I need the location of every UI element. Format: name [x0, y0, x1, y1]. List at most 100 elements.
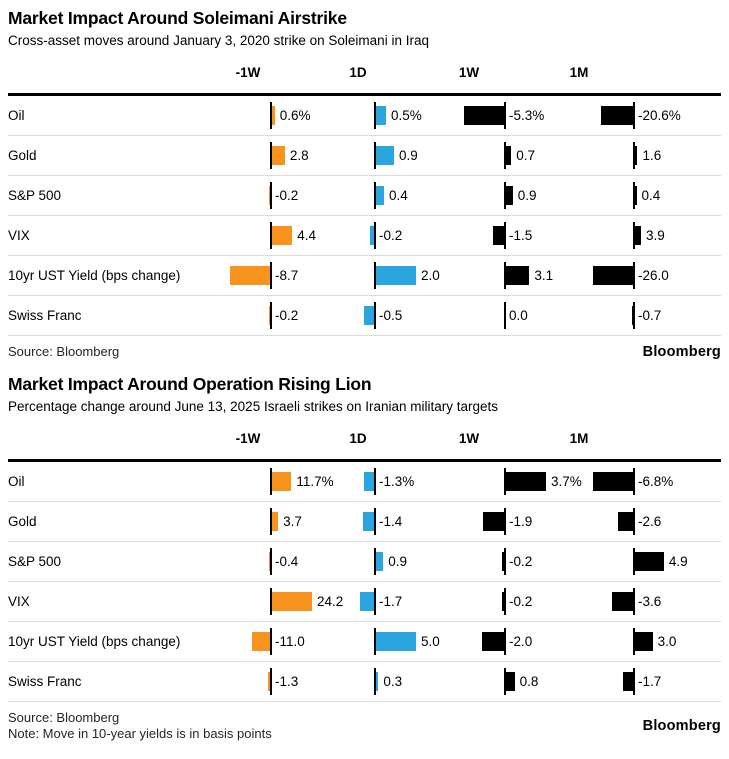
- zero-baseline-tick: [633, 182, 635, 209]
- asset-row-vix: VIX 24.2 -1.7 -0.2 -3.6: [8, 582, 721, 622]
- asset-row-gold: Gold 3.7 -1.4 -1.9 -2.6: [8, 502, 721, 542]
- zero-baseline-tick: [633, 467, 635, 495]
- value-label: 2.0: [421, 268, 440, 283]
- column-headers: -1W 1D 1W 1M: [8, 65, 721, 82]
- value-label: -1.7: [638, 673, 662, 689]
- value-label: -11.0: [275, 633, 305, 649]
- value-bar: [272, 471, 292, 491]
- value-label: -0.2: [275, 308, 299, 323]
- value-label: 0.7: [516, 148, 536, 163]
- row-label: VIX: [8, 593, 30, 609]
- row-label: 10yr UST Yield (bps change): [8, 268, 181, 283]
- asset-row-oil: Oil 11.7% -1.3% 3.7% -6.8%: [8, 462, 721, 502]
- column-header-1m: 1M: [569, 65, 589, 80]
- column-headers: -1W 1D 1W 1M: [8, 431, 721, 448]
- zero-baseline-tick: [270, 262, 272, 289]
- value-bar: [230, 266, 270, 285]
- asset-row-s-p-500: S&P 500 -0.2 0.4 0.9 0.4: [8, 176, 721, 216]
- value-bar: [267, 671, 270, 691]
- chart-subtitle: Percentage change around June 13, 2025 I…: [8, 398, 499, 414]
- value-label: -8.7: [275, 268, 299, 283]
- value-bar: [593, 266, 633, 285]
- value-label: 3.7%: [551, 473, 582, 489]
- value-bar: [272, 511, 279, 531]
- header-rule: [8, 93, 721, 96]
- zero-baseline-tick: [374, 587, 376, 615]
- value-label: -0.2: [379, 228, 403, 243]
- row-label: S&P 500: [8, 553, 62, 569]
- value-label: 0.3: [383, 673, 403, 689]
- value-label: -2.0: [509, 633, 533, 649]
- zero-baseline-tick: [374, 467, 376, 495]
- value-label: 0.9: [399, 148, 418, 163]
- value-label: 4.9: [668, 553, 688, 569]
- column-header-1w: -1W: [235, 65, 261, 80]
- zero-baseline-tick: [270, 667, 272, 695]
- value-bar: [635, 631, 653, 651]
- zero-baseline-tick: [633, 547, 635, 575]
- value-label: 2.8: [289, 148, 309, 163]
- zero-baseline-tick: [504, 102, 506, 129]
- zero-baseline-tick: [633, 142, 635, 169]
- value-label: 24.2: [317, 593, 344, 609]
- value-bar: [635, 186, 637, 205]
- zero-baseline-tick: [633, 102, 635, 129]
- value-bar: [501, 551, 504, 571]
- column-header-1w: 1W: [458, 430, 480, 446]
- value-bar: [376, 106, 386, 125]
- row-label: Oil: [8, 473, 25, 489]
- column-header-1w: -1W: [235, 430, 261, 446]
- zero-baseline-tick: [633, 507, 635, 535]
- chart-rows: Oil 11.7% -1.3% 3.7% -6.8% Gold 3.7 -1.4 -1.9 -2.…: [8, 462, 721, 702]
- value-label: -1.5: [509, 228, 533, 243]
- value-bar: [370, 226, 374, 245]
- value-label: -0.7: [638, 308, 662, 323]
- row-label: 10yr UST Yield (bps change): [8, 633, 181, 649]
- chart-rows: Oil 0.6% 0.5% -5.3% -20.6% Gold 2.8 0.9 0.7 1.6 S&…: [8, 96, 721, 336]
- value-bar: [617, 511, 633, 531]
- zero-baseline-tick: [270, 222, 272, 249]
- source-line: Source: Bloomberg: [8, 709, 120, 725]
- value-bar: [272, 591, 312, 611]
- zero-baseline-tick: [504, 547, 506, 575]
- value-label: -1.3: [275, 673, 299, 689]
- zero-baseline-tick: [270, 507, 272, 535]
- zero-baseline-tick: [270, 627, 272, 655]
- value-label: -1.9: [509, 513, 533, 529]
- value-bar: [623, 671, 633, 691]
- value-label: 0.4: [641, 188, 661, 203]
- value-bar: [360, 591, 374, 611]
- value-bar: [268, 551, 270, 571]
- zero-baseline-tick: [504, 262, 506, 289]
- value-label: 3.7: [283, 513, 302, 529]
- zero-baseline-tick: [504, 467, 506, 495]
- value-label: -0.2: [275, 188, 299, 203]
- asset-row-oil: Oil 0.6% 0.5% -5.3% -20.6%: [8, 96, 721, 136]
- zero-baseline-tick: [633, 667, 635, 695]
- asset-row-gold: Gold 2.8 0.9 0.7 1.6: [8, 136, 721, 176]
- value-bar: [364, 306, 374, 325]
- value-label: 0.9: [517, 188, 537, 203]
- asset-row-10yr-ust-yield-bps-change: 10yr UST Yield (bps change) -11.0 5.0 -2.0 3…: [8, 622, 721, 662]
- value-label: 0.0: [509, 308, 528, 323]
- value-bar: [635, 226, 641, 245]
- value-bar: [362, 511, 374, 531]
- value-label: 3.9: [646, 228, 665, 243]
- value-label: 1.6: [642, 148, 662, 163]
- value-label: 11.7%: [296, 473, 334, 489]
- chart-footer: Source: Bloomberg Bloomberg: [8, 344, 721, 361]
- value-bar: [376, 671, 379, 691]
- value-label: 0.8: [519, 673, 539, 689]
- value-bar: [376, 551, 384, 571]
- zero-baseline-tick: [633, 587, 635, 615]
- zero-baseline-tick: [374, 302, 376, 329]
- chart-soleimani-airstrike: Market Impact Around Soleimani Airstrike…: [8, 8, 721, 361]
- asset-row-vix: VIX 4.4 -0.2 -1.5 3.9: [8, 216, 721, 256]
- value-label: -0.2: [509, 553, 533, 569]
- value-label: 4.4: [297, 228, 316, 243]
- zero-baseline-tick: [633, 627, 635, 655]
- value-bar: [268, 306, 270, 325]
- value-bar: [593, 471, 633, 491]
- chart-operation-rising-lion: Market Impact Around Operation Rising Li…: [8, 374, 721, 743]
- value-bar: [601, 106, 633, 125]
